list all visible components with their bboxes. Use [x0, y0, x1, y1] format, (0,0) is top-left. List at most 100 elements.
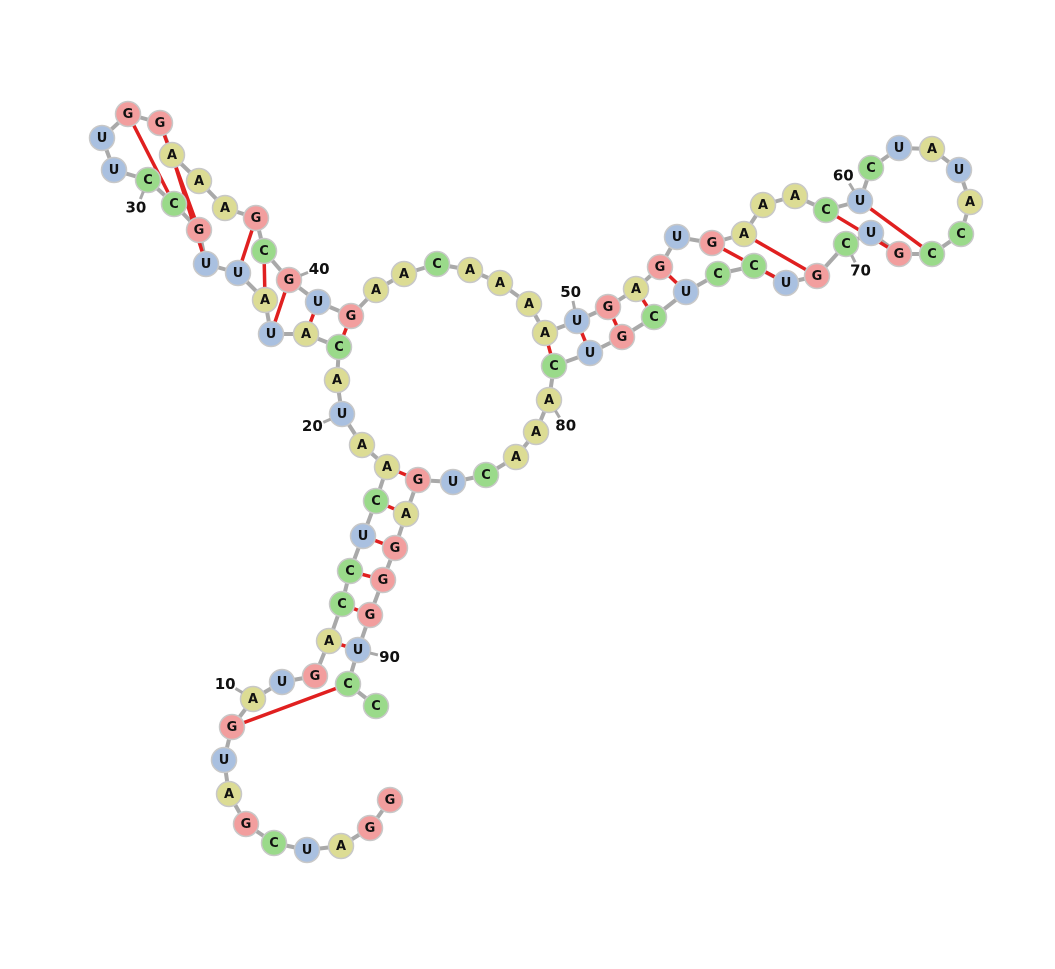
nucleotide-circle: [356, 601, 384, 629]
nucleotide-letter: U: [855, 194, 866, 209]
nucleotide-circle: [192, 250, 220, 278]
nucleotide: A: [251, 286, 279, 314]
nucleotide-letter: A: [758, 198, 768, 213]
nucleotide-letter: G: [603, 300, 614, 315]
nucleotide: C: [540, 352, 568, 380]
nucleotide: A: [211, 194, 239, 222]
nucleotide: C: [362, 692, 390, 720]
position-label: 90: [379, 648, 400, 666]
nucleotide-circle: [608, 323, 636, 351]
nucleotide-letter: A: [301, 327, 311, 342]
nucleotide: U: [439, 468, 467, 496]
nucleotide-circle: [540, 352, 568, 380]
nucleotide-circle: [250, 237, 278, 265]
nucleotide: A: [531, 319, 559, 347]
nucleotide: A: [362, 276, 390, 304]
base-pair-link: [867, 206, 925, 249]
nucleotide: C: [740, 252, 768, 280]
nucleotide-letter: G: [194, 223, 205, 238]
nucleotide-letter: G: [251, 211, 262, 226]
base-pair-link: [372, 538, 386, 546]
nucleotide-circle: [535, 386, 563, 414]
nucleotide-letter: A: [544, 393, 554, 408]
nucleotide-circle: [376, 786, 404, 814]
base-pair-link: [546, 342, 553, 357]
nucleotide-circle: [158, 141, 186, 169]
nucleotide-circle: [134, 166, 162, 194]
nucleotide-circle: [323, 366, 351, 394]
base-pair-link: [579, 329, 588, 345]
nucleotide-letter: A: [332, 373, 342, 388]
nucleotide-circle: [146, 109, 174, 137]
nucleotide: A: [749, 191, 777, 219]
nucleotide-circle: [301, 662, 329, 690]
nucleotide-circle: [956, 188, 984, 216]
nucleotide-letter: G: [707, 236, 718, 251]
nucleotide: C: [260, 829, 288, 857]
nucleotide: A: [348, 431, 376, 459]
nucleotide-circle: [260, 829, 288, 857]
nucleotide-circle: [622, 275, 650, 303]
nucleotide-circle: [576, 339, 604, 367]
nucleotide-circle: [242, 204, 270, 232]
position-label: 70: [850, 261, 871, 279]
nucleotide-letter: A: [371, 283, 381, 298]
nucleotide-letter: C: [713, 267, 723, 282]
nucleotide-letter: A: [220, 201, 230, 216]
nucleotide: G: [146, 109, 174, 137]
nucleotide: A: [323, 366, 351, 394]
nucleotide-circle: [369, 566, 397, 594]
nucleotide-letter: C: [337, 597, 347, 612]
nucleotide-letter: C: [549, 359, 559, 374]
nucleotide-circle: [704, 260, 732, 288]
nucleotide-circle: [336, 557, 364, 585]
nucleotide-circle: [210, 746, 238, 774]
nucleotide-circle: [594, 293, 622, 321]
nucleotide-circle: [423, 250, 451, 278]
position-label: 40: [309, 260, 330, 278]
position-tick: [138, 191, 145, 200]
base-pair-link: [262, 260, 267, 291]
nucleotide-circle: [325, 333, 353, 361]
nucleotide-circle: [832, 230, 860, 258]
base-pair-link: [359, 572, 374, 579]
nucleotide: A: [535, 386, 563, 414]
nucleotide-circle: [918, 135, 946, 163]
position-label: 60: [833, 167, 854, 185]
position-tick: [554, 409, 561, 419]
nucleotide-letter: A: [167, 148, 177, 163]
nucleotide: U: [772, 269, 800, 297]
nucleotide-circle: [392, 500, 420, 528]
nucleotide-circle: [327, 832, 355, 860]
nucleotide-letter: C: [649, 310, 659, 325]
nucleotide-circle: [502, 443, 530, 471]
nucleotide: A: [239, 685, 267, 713]
nucleotide: C: [947, 220, 975, 248]
nucleotide: U: [563, 307, 591, 335]
nucleotide: A: [486, 269, 514, 297]
nucleotide: U: [328, 400, 356, 428]
nucleotide-circle: [390, 260, 418, 288]
nucleotide: C: [336, 557, 364, 585]
nucleotide-circle: [257, 320, 285, 348]
nucleotide: C: [362, 487, 390, 515]
nucleotide-letter: C: [343, 677, 353, 692]
nucleotide-letter: A: [382, 460, 392, 475]
nucleotide: G: [301, 662, 329, 690]
nucleotide-letter: U: [302, 843, 313, 858]
nucleotide-circle: [275, 266, 303, 294]
nucleotide-letter: A: [739, 227, 749, 242]
nucleotide: A: [390, 260, 418, 288]
base-pair-link: [395, 469, 410, 478]
base-pair-link: [666, 273, 680, 286]
nucleotide-circle: [646, 253, 674, 281]
nucleotide: C: [832, 230, 860, 258]
nucleotide-letter: C: [345, 564, 355, 579]
nucleotide-circle: [362, 692, 390, 720]
nucleotide: G: [646, 253, 674, 281]
nucleotide: U: [224, 259, 252, 287]
nucleotide-letter: C: [169, 197, 179, 212]
nucleotide-circle: [885, 240, 913, 268]
nucleotide: G: [232, 810, 260, 838]
nucleotide: G: [698, 229, 726, 257]
